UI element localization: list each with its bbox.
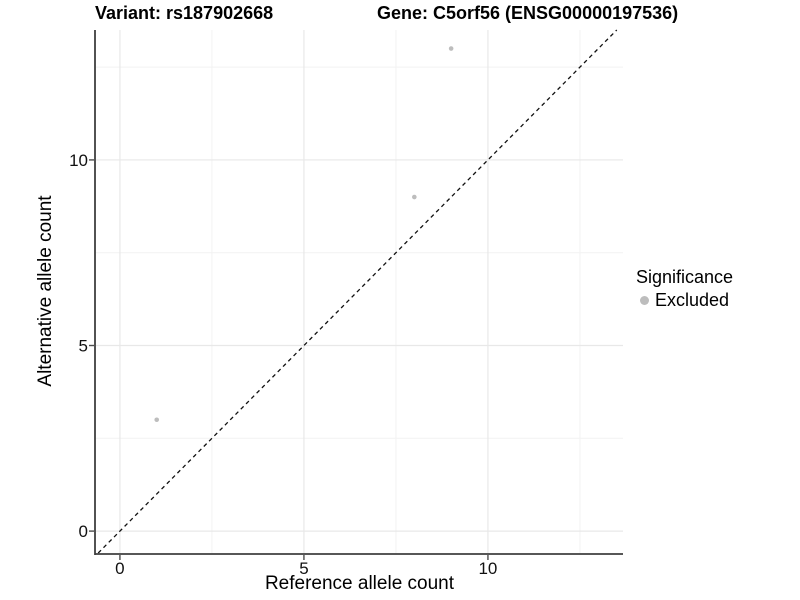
y-axis-title: Alternative allele count <box>35 195 56 387</box>
x-tick-label: 10 <box>478 559 497 578</box>
x-tick-label: 5 <box>299 559 308 578</box>
legend-title: Significance <box>636 267 734 287</box>
data-point <box>448 46 454 51</box>
y-tick-label: 0 <box>79 522 88 541</box>
legend-item-excluded: Excluded <box>636 290 733 311</box>
data-point <box>154 417 160 423</box>
x-axis-title: Reference allele count <box>264 573 455 594</box>
y-tick-label: 5 <box>79 337 88 356</box>
plot-title-gene: Gene: C5orf56 (ENSG00000197536) <box>377 3 679 23</box>
data-point <box>412 194 417 200</box>
x-tick-label: 0 <box>115 559 124 578</box>
legend-item-label: Excluded <box>655 290 730 310</box>
legend-point-icon <box>640 296 649 305</box>
plot-title-variant: Variant: rs187902668 <box>95 3 274 23</box>
legend: Significance Excluded <box>636 267 733 311</box>
identity-line <box>97 29 618 554</box>
y-tick-label: 10 <box>69 151 88 170</box>
